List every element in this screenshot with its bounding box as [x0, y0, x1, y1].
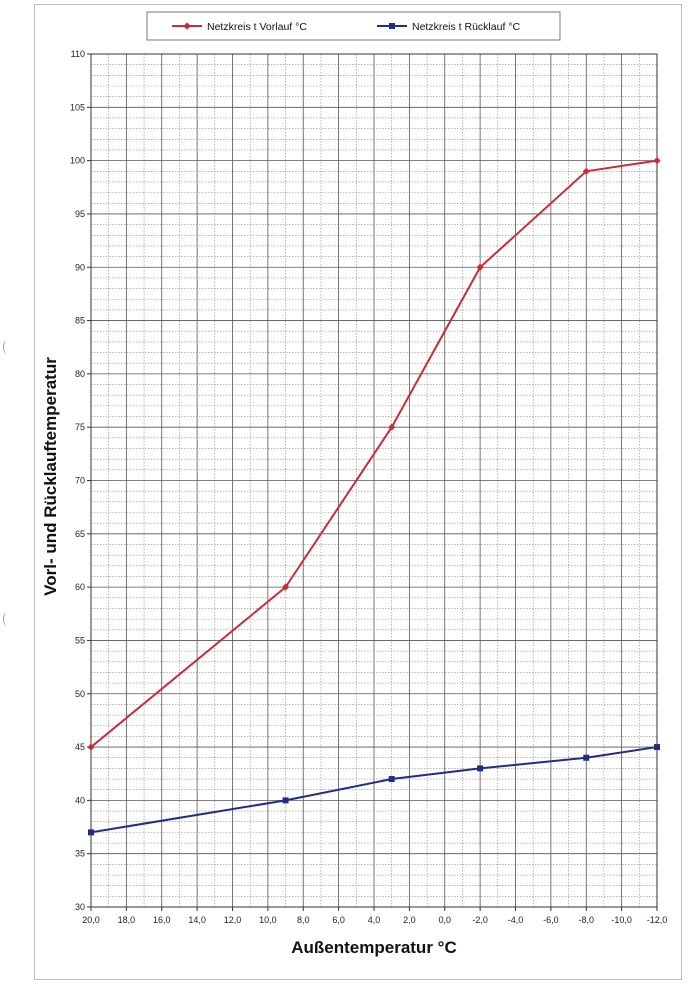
data-point-marker	[388, 423, 396, 431]
legend: Netzkreis t Vorlauf °C Netzkreis t Rückla…	[146, 11, 561, 41]
data-point-marker	[476, 263, 484, 271]
series-line	[90, 746, 658, 834]
x-tick-label: 14,0	[188, 915, 206, 925]
y-tick-label: 65	[75, 529, 85, 539]
series	[87, 157, 661, 836]
y-tick-label: 50	[75, 689, 85, 699]
y-tick-label: 35	[75, 849, 85, 859]
y-tick-label: 30	[75, 902, 85, 912]
x-tick-label: -2,0	[472, 915, 488, 925]
x-axis-title: Außentemperatur °C	[291, 938, 456, 957]
x-tick-label: 10,0	[259, 915, 277, 925]
y-tick-label: 80	[75, 369, 85, 379]
x-tick-label: 12,0	[224, 915, 242, 925]
y-tick-label: 45	[75, 742, 85, 752]
y-tick-label: 90	[75, 262, 85, 272]
y-tick-label: 70	[75, 476, 85, 486]
data-point-marker	[388, 776, 395, 783]
legend-label: Netzkreis t Rücklauf °C	[412, 21, 520, 33]
y-tick-label: 110	[71, 49, 85, 59]
series-line	[90, 159, 658, 748]
series-2	[88, 744, 660, 836]
chart-frame	[34, 4, 682, 980]
data-point-marker	[282, 797, 289, 804]
data-point-marker	[583, 754, 590, 761]
y-tick-label: 55	[75, 635, 85, 645]
data-point-marker	[183, 22, 191, 30]
x-tick-label: -12,0	[647, 915, 668, 925]
x-tick-label: 6,0	[332, 915, 345, 925]
y-tick-label: 60	[75, 582, 85, 592]
legend-box	[146, 11, 561, 41]
data-point-marker	[281, 583, 290, 591]
data-point-marker	[582, 167, 590, 175]
x-tick-label: -6,0	[543, 915, 559, 925]
axes: 30 35 40 45 50 55 60 65 70 75 80 85 90 95 100 105 110 20,…	[70, 49, 667, 925]
x-tick-label: 16,0	[153, 915, 171, 925]
y-axis-title: Vorl- und Rücklauftemperatur	[41, 357, 60, 596]
y-tick-label: 100	[70, 156, 85, 166]
x-tick-label: 2,0	[403, 915, 416, 925]
data-point-marker	[477, 765, 484, 772]
x-tick-label: 0,0	[438, 915, 451, 925]
x-tick-label: -8,0	[578, 915, 594, 925]
data-point-marker	[87, 743, 95, 751]
x-tick-label: 20,0	[82, 915, 100, 925]
scan-mark	[3, 612, 10, 626]
y-tick-label: 40	[75, 795, 85, 805]
x-tick-label: -10,0	[611, 915, 632, 925]
scan-mark	[3, 340, 10, 354]
data-point-marker	[389, 23, 395, 29]
y-tick-label: 85	[75, 316, 85, 326]
data-point-marker	[653, 157, 661, 165]
y-tick-label: 95	[75, 209, 85, 219]
x-tick-label: 18,0	[118, 915, 136, 925]
data-point-marker	[88, 829, 94, 836]
y-tick-label: 105	[70, 102, 85, 112]
grid	[90, 53, 658, 908]
y-tick-label: 75	[75, 422, 85, 432]
data-point-marker	[654, 744, 660, 751]
x-tick-label: 8,0	[297, 915, 310, 925]
legend-label: Netzkreis t Vorlauf °C	[207, 21, 307, 33]
x-tick-label: -4,0	[508, 915, 524, 925]
x-tick-label: 4,0	[368, 915, 381, 925]
series-1	[87, 157, 661, 751]
